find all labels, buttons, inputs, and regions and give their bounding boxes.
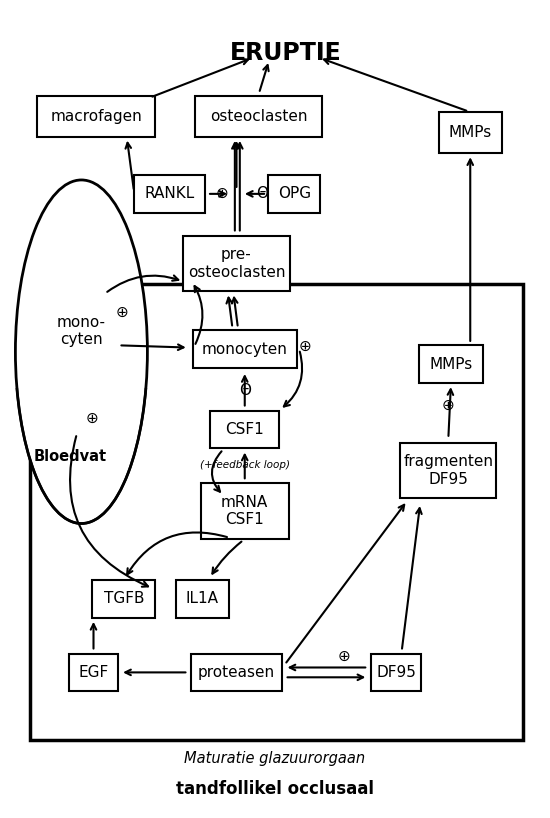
Text: tandfollikel occlusaal: tandfollikel occlusaal (176, 780, 374, 798)
Text: DF95: DF95 (376, 665, 416, 680)
FancyBboxPatch shape (69, 654, 118, 691)
Text: EGF: EGF (78, 665, 109, 680)
Text: pre-
osteoclasten: pre- osteoclasten (188, 247, 285, 280)
Text: ERUPTIE: ERUPTIE (230, 41, 342, 65)
Text: CSF1: CSF1 (226, 422, 264, 437)
FancyBboxPatch shape (92, 580, 156, 618)
FancyBboxPatch shape (210, 411, 279, 448)
Text: mono-
cyten: mono- cyten (57, 315, 106, 348)
Text: (+feedback loop): (+feedback loop) (200, 460, 290, 470)
Text: OPG: OPG (278, 187, 311, 201)
Text: macrofagen: macrofagen (51, 109, 142, 124)
Text: Maturatie glazuurorgaan: Maturatie glazuurorgaan (184, 751, 366, 766)
FancyBboxPatch shape (183, 236, 290, 291)
Text: IL1A: IL1A (186, 591, 219, 606)
Text: Θ: Θ (239, 383, 251, 398)
Text: Bloedvat: Bloedvat (34, 449, 107, 464)
Text: ⊕: ⊕ (86, 411, 99, 426)
Text: ⊕: ⊕ (116, 305, 129, 320)
FancyBboxPatch shape (37, 96, 155, 137)
Text: proteasen: proteasen (198, 665, 275, 680)
FancyBboxPatch shape (195, 96, 322, 137)
FancyBboxPatch shape (439, 112, 502, 153)
Text: osteoclasten: osteoclasten (210, 109, 307, 124)
FancyBboxPatch shape (176, 580, 229, 618)
FancyBboxPatch shape (192, 330, 297, 368)
FancyBboxPatch shape (201, 483, 289, 539)
FancyBboxPatch shape (419, 345, 483, 383)
Text: ⊕: ⊕ (215, 187, 228, 201)
FancyBboxPatch shape (268, 175, 320, 213)
Text: ⊕: ⊕ (299, 339, 312, 353)
FancyBboxPatch shape (191, 654, 282, 691)
Text: ⊕: ⊕ (442, 398, 455, 412)
Text: fragmenten
DF95: fragmenten DF95 (403, 454, 493, 487)
FancyBboxPatch shape (400, 443, 496, 498)
Text: Θ: Θ (256, 187, 268, 201)
FancyBboxPatch shape (134, 175, 205, 213)
Text: RANKL: RANKL (144, 187, 195, 201)
Ellipse shape (15, 180, 147, 524)
Text: ⊕: ⊕ (337, 649, 350, 663)
Text: monocyten: monocyten (202, 342, 288, 357)
Text: mRNA
CSF1: mRNA CSF1 (221, 495, 268, 528)
FancyBboxPatch shape (30, 284, 522, 740)
Text: MMPs: MMPs (430, 357, 472, 371)
FancyBboxPatch shape (371, 654, 421, 691)
Text: MMPs: MMPs (449, 125, 492, 140)
Text: TGFB: TGFB (103, 591, 144, 606)
